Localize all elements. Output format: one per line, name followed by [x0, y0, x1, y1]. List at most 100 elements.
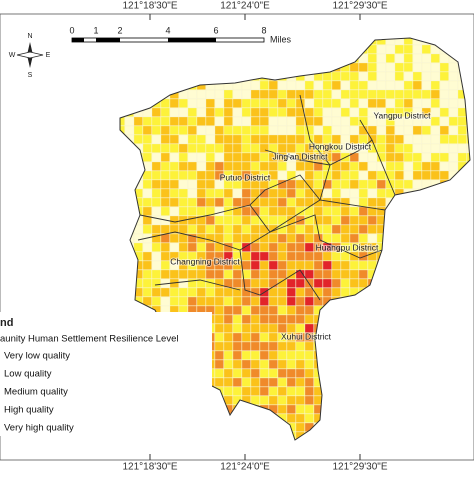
- grid-cell: [178, 170, 188, 180]
- grid-cell: [376, 170, 386, 180]
- grid-cell: [331, 269, 341, 279]
- grid-cell: [232, 296, 242, 306]
- grid-cell: [286, 224, 296, 234]
- grid-cell: [403, 53, 413, 63]
- grid-cell: [178, 161, 188, 171]
- grid-cell: [448, 161, 458, 171]
- grid-cell: [304, 395, 314, 405]
- grid-cell: [232, 278, 242, 288]
- grid-cell: [142, 224, 152, 234]
- grid-cell: [286, 332, 296, 342]
- grid-cell: [151, 143, 161, 153]
- grid-cell: [133, 116, 143, 126]
- grid-cell: [232, 206, 242, 216]
- grid-cell: [304, 269, 314, 279]
- grid-cell: [313, 125, 323, 135]
- grid-cell: [277, 134, 287, 144]
- grid-cell: [178, 287, 188, 297]
- grid-cell: [214, 269, 224, 279]
- grid-cell: [241, 152, 251, 162]
- grid-cell: [430, 116, 440, 126]
- grid-cell: [142, 152, 152, 162]
- grid-cell: [295, 242, 305, 252]
- grid-cell: [358, 242, 368, 252]
- grid-cell: [277, 161, 287, 171]
- grid-cell: [250, 125, 260, 135]
- grid-cell: [340, 125, 350, 135]
- grid-cell: [187, 143, 197, 153]
- grid-cell: [151, 188, 161, 198]
- grid-cell: [403, 116, 413, 126]
- grid-cell: [178, 224, 188, 234]
- grid-cell: [385, 152, 395, 162]
- grid-cell: [376, 143, 386, 153]
- grid-cell: [151, 242, 161, 252]
- grid-cell: [178, 260, 188, 270]
- grid-cell: [196, 206, 206, 216]
- grid-cell: [466, 143, 470, 153]
- grid-cell: [376, 89, 386, 99]
- grid-cell: [241, 224, 251, 234]
- grid-cell: [232, 305, 242, 315]
- grid-cell: [322, 260, 332, 270]
- grid-cell: [196, 278, 206, 288]
- grid-cell: [349, 116, 359, 126]
- grid-cell: [259, 116, 269, 126]
- grid-cell: [448, 152, 458, 162]
- grid-cell: [250, 350, 260, 360]
- grid-cell: [268, 260, 278, 270]
- grid-cell: [214, 89, 224, 99]
- grid-cell: [439, 71, 449, 81]
- grid-cell: [340, 179, 350, 189]
- grid-cell: [277, 80, 287, 90]
- grid-cell: [358, 89, 368, 99]
- grid-cell: [250, 188, 260, 198]
- grid-cell: [286, 404, 296, 414]
- grid-cell: [412, 71, 422, 81]
- grid-cell: [169, 179, 179, 189]
- grid-cell: [340, 161, 350, 171]
- grid-cell: [430, 161, 440, 171]
- grid-cell: [169, 143, 179, 153]
- grid-cell: [250, 323, 260, 333]
- grid-cell: [295, 386, 305, 396]
- grid-cell: [196, 251, 206, 261]
- grid-cell: [259, 161, 269, 171]
- grid-cell: [331, 80, 341, 90]
- grid-cell: [448, 62, 458, 72]
- grid-cell: [322, 80, 332, 90]
- grid-cell: [367, 179, 377, 189]
- grid-cell: [214, 251, 224, 261]
- grid-cell: [295, 305, 305, 315]
- grid-cell: [259, 296, 269, 306]
- compass-e: E: [46, 52, 51, 59]
- grid-cell: [259, 332, 269, 342]
- grid-cell: [304, 161, 314, 171]
- grid-cell: [376, 188, 386, 198]
- grid-cell: [187, 152, 197, 162]
- grid-cell: [241, 125, 251, 135]
- grid-cell: [286, 98, 296, 108]
- grid-cell: [160, 161, 170, 171]
- legend-title: nd: [0, 317, 13, 329]
- grid-cell: [232, 341, 242, 351]
- grid-cell: [430, 152, 440, 162]
- grid-cell: [187, 89, 197, 99]
- grid-cell: [439, 125, 449, 135]
- grid-cell: [259, 98, 269, 108]
- grid-cell: [151, 125, 161, 135]
- grid-cell: [277, 269, 287, 279]
- grid-cell: [259, 386, 269, 396]
- grid-cell: [178, 242, 188, 252]
- grid-cell: [241, 305, 251, 315]
- grid-cell: [331, 116, 341, 126]
- grid-cell: [322, 134, 332, 144]
- grid-cell: [340, 251, 350, 261]
- grid-cell: [214, 233, 224, 243]
- grid-cell: [448, 143, 458, 153]
- grid-cell: [295, 179, 305, 189]
- grid-cell: [313, 206, 323, 216]
- grid-cell: [439, 98, 449, 108]
- grid-cell: [421, 125, 431, 135]
- grid-cell: [295, 197, 305, 207]
